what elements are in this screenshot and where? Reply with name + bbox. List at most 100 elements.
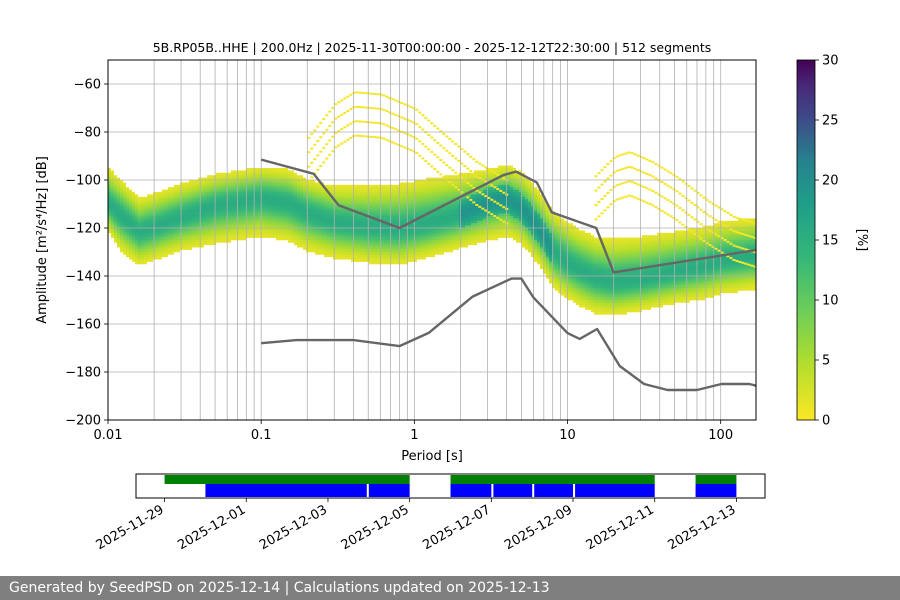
heatmap-cell — [534, 211, 537, 214]
heatmap-cell — [114, 177, 117, 181]
heatmap-cell — [387, 244, 390, 248]
heatmap-cell — [261, 172, 264, 176]
heatmap-cell — [447, 182, 450, 186]
heatmap-cell — [249, 170, 252, 174]
heatmap-cell — [573, 276, 576, 279]
heatmap-cell — [369, 196, 372, 200]
heatmap-cell — [588, 254, 591, 258]
heatmap-cell — [537, 206, 540, 210]
heatmap-cell — [510, 216, 513, 219]
heatmap-cell — [270, 211, 273, 214]
heatmap-cell — [390, 189, 393, 193]
heatmap-cell — [261, 192, 264, 195]
heatmap-cell — [393, 206, 396, 210]
heatmap-cell — [348, 247, 351, 250]
heatmap-cell — [168, 216, 171, 219]
heatmap-cell — [498, 220, 501, 224]
heatmap-cell — [276, 206, 279, 210]
heatmap-cell — [138, 252, 141, 255]
heatmap-cell — [450, 184, 453, 188]
heatmap-cell — [426, 254, 429, 258]
heatmap-cell — [393, 228, 396, 231]
heatmap-cell — [264, 201, 267, 205]
heatmap-cell — [453, 180, 456, 183]
heatmap-cell — [129, 249, 132, 253]
heatmap-cell — [591, 297, 594, 301]
heatmap-cell — [462, 189, 465, 193]
heatmap-cell — [345, 228, 348, 231]
heatmap-cell — [210, 208, 213, 212]
heatmap-cell — [441, 213, 444, 217]
heatmap-cell — [237, 175, 240, 178]
heatmap-cell — [276, 196, 279, 200]
heatmap-cell — [324, 184, 327, 188]
heatmap-cell — [159, 240, 162, 243]
heatmap-cell — [327, 216, 330, 219]
heatmap-cell — [405, 235, 408, 238]
heatmap-cell — [336, 232, 339, 236]
heatmap-cell — [480, 223, 483, 226]
heatmap-cell — [213, 220, 216, 224]
heatmap-cell — [336, 249, 339, 253]
heatmap-cell — [363, 201, 366, 205]
heatmap-cell — [540, 225, 543, 229]
heatmap-cell — [576, 271, 579, 274]
heatmap-cell — [114, 225, 117, 229]
heatmap-cell — [567, 259, 570, 262]
heatmap-cell — [141, 252, 144, 255]
heatmap-cell — [159, 192, 162, 195]
heatmap-cell — [273, 235, 276, 238]
heatmap-cell — [549, 211, 552, 214]
heatmap-cell — [396, 216, 399, 219]
heatmap-cell — [435, 228, 438, 231]
heatmap-cell — [165, 247, 168, 250]
heatmap-cell — [303, 201, 306, 205]
heatmap-cell — [501, 201, 504, 205]
heatmap-cell — [201, 204, 204, 207]
heatmap-cell — [393, 194, 396, 198]
heatmap-cell — [243, 218, 246, 222]
heatmap-cell — [411, 216, 414, 219]
heatmap-cell — [408, 199, 411, 202]
heatmap-cell — [126, 220, 129, 224]
heatmap-cell — [204, 196, 207, 200]
heatmap-cell — [288, 177, 291, 181]
heatmap-cell — [297, 240, 300, 243]
heatmap-cell — [450, 220, 453, 224]
heatmap-cell — [297, 237, 300, 241]
heatmap-cell — [519, 218, 522, 222]
heatmap-cell — [495, 235, 498, 238]
heatmap-cell — [147, 244, 150, 248]
heatmap-cell — [390, 261, 393, 265]
heatmap-cell — [213, 235, 216, 238]
heatmap-cell — [309, 218, 312, 222]
heatmap-cell — [438, 194, 441, 198]
heatmap-cell — [132, 244, 135, 248]
heatmap-cell — [543, 230, 546, 234]
heatmap-cell — [345, 187, 348, 190]
heatmap-cell — [144, 256, 147, 260]
heatmap-cell — [555, 232, 558, 236]
heatmap-cell — [327, 213, 330, 217]
heatmap-cell — [165, 249, 168, 253]
heatmap-cell — [324, 242, 327, 246]
heatmap-cell — [441, 177, 444, 181]
heatmap-cell — [303, 213, 306, 217]
heatmap-cell — [420, 199, 423, 202]
heatmap-cell — [276, 223, 279, 226]
heatmap-cell — [291, 206, 294, 210]
heatmap-cell — [303, 182, 306, 186]
heatmap-cell — [525, 223, 528, 226]
heatmap-cell — [366, 208, 369, 212]
heatmap-cell — [303, 240, 306, 243]
heatmap-cell — [570, 230, 573, 234]
heatmap-cell — [444, 192, 447, 195]
heatmap-cell — [291, 218, 294, 222]
heatmap-cell — [366, 235, 369, 238]
heatmap-cell — [564, 261, 567, 265]
heatmap-cell — [276, 237, 279, 241]
heatmap-cell — [423, 208, 426, 212]
heatmap-cell — [144, 259, 147, 262]
heatmap-cell — [411, 252, 414, 255]
heatmap-cell — [288, 206, 291, 210]
